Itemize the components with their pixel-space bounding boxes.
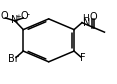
Text: F: F: [80, 53, 85, 63]
Text: O: O: [90, 12, 98, 22]
Text: H: H: [83, 14, 89, 23]
Text: O: O: [20, 11, 28, 21]
Text: N: N: [11, 15, 19, 25]
Text: +: +: [16, 14, 21, 20]
Text: Br: Br: [8, 54, 19, 64]
Text: O: O: [1, 11, 9, 21]
Text: -: -: [26, 10, 29, 19]
Text: N: N: [83, 18, 90, 28]
